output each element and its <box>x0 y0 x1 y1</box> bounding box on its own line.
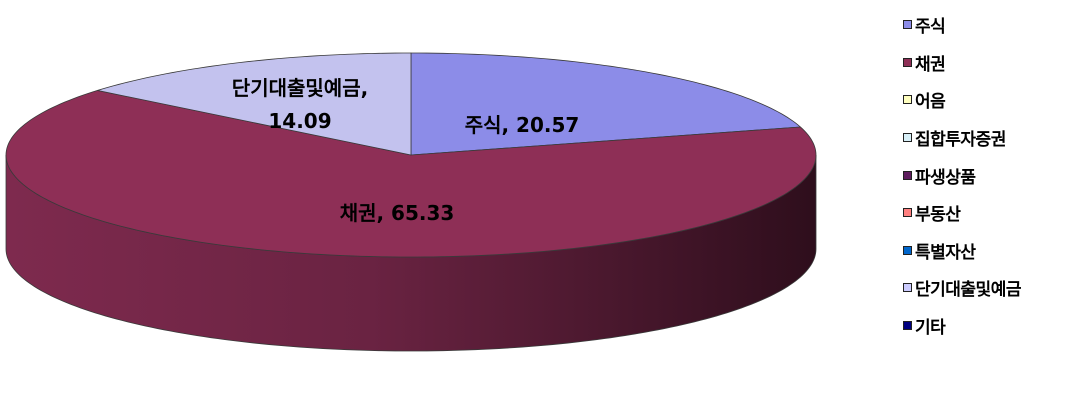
pie-plot-area: 주식, 20.57 채권, 65.33 단기대출및예금, 14.09 <box>5 52 817 352</box>
pie-slice <box>410 52 802 156</box>
legend-swatch <box>903 57 912 67</box>
legend-label: 채권 <box>915 54 946 75</box>
legend-item: 채권 <box>903 44 1081 82</box>
legend-swatch <box>903 283 912 293</box>
legend-item: 부동산 <box>903 194 1081 232</box>
legend-item: 집합투자증권 <box>903 119 1081 157</box>
legend-swatch <box>903 245 912 255</box>
legend-item: 파생상품 <box>903 156 1081 194</box>
legend-label: 집합투자증권 <box>915 130 1006 151</box>
pie-slice <box>5 90 817 258</box>
legend-swatch <box>903 95 912 105</box>
slice-data-label: 주식, 20.57 <box>465 113 580 137</box>
legend-item: 어음 <box>903 81 1081 119</box>
legend-swatch <box>903 208 912 218</box>
legend-label: 주식 <box>915 17 946 38</box>
legend-item: 주식 <box>903 6 1081 44</box>
legend-swatch <box>903 133 912 143</box>
legend-swatch <box>903 20 912 30</box>
legend-label: 단기대출및예금 <box>915 280 1021 301</box>
pie-slice <box>97 52 412 156</box>
legend-label: 기타 <box>915 318 946 339</box>
legend-label: 부동산 <box>915 205 961 226</box>
legend-swatch <box>903 170 912 180</box>
legend: 주식 채권 어음 집합투자증권 파생상품 부동산 특별자산 단기대출및예금 <box>903 6 1081 344</box>
slice-data-label: 단기대출및예금, <box>232 76 368 100</box>
legend-label: 파생상품 <box>915 167 976 188</box>
legend-swatch <box>903 321 912 331</box>
legend-item: 단기대출및예금 <box>903 269 1081 307</box>
slice-data-label: 채권, 65.33 <box>340 201 455 225</box>
legend-label: 어음 <box>915 92 946 113</box>
legend-label: 특별자산 <box>915 242 976 263</box>
legend-item: 특별자산 <box>903 232 1081 270</box>
legend-item: 기타 <box>903 307 1081 345</box>
slice-data-label: 14.09 <box>268 109 331 133</box>
